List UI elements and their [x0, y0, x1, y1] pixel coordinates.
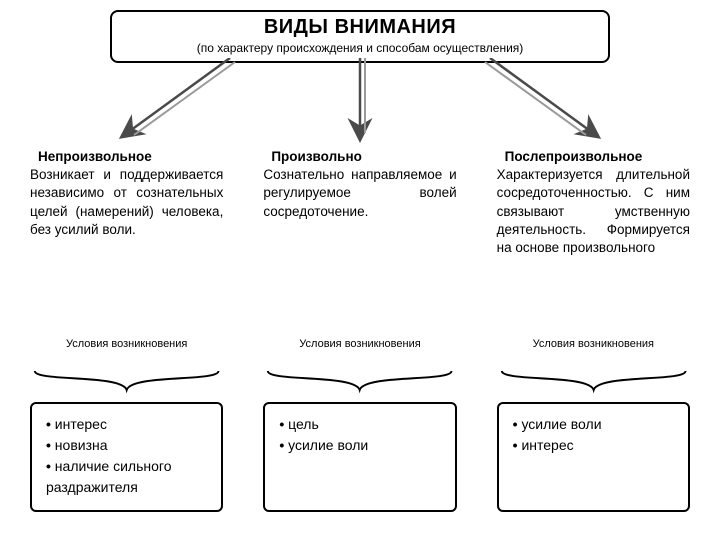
- col2-title: Произвольно: [263, 148, 456, 166]
- col1-body: Возникает и поддерживается независимо от…: [30, 166, 223, 239]
- bullet-item: усилие воли: [513, 414, 678, 435]
- bullets-1: интерес новизна наличие сильного раздраж…: [30, 402, 223, 512]
- cond-label-3: Условия возникновения: [497, 338, 690, 351]
- brace-row: [30, 368, 690, 396]
- bullet-item: новизна: [46, 435, 211, 456]
- col2-body: Сознательно направляемое и регулируемое …: [263, 166, 456, 221]
- header-box: ВИДЫ ВНИМАНИЯ (по характеру происхождени…: [110, 10, 610, 63]
- bullet-item: интерес: [513, 435, 678, 456]
- columns-row: Непроизвольное Возникает и поддерживаетс…: [30, 148, 690, 257]
- brace-1: [30, 368, 223, 396]
- col1-title: Непроизвольное: [30, 148, 223, 166]
- conditions-row: Условия возникновения Условия возникнове…: [30, 338, 690, 351]
- main-title: ВИДЫ ВНИМАНИЯ: [122, 16, 598, 39]
- bullet-item: усилие воли: [279, 435, 444, 456]
- column-2: Произвольно Сознательно направляемое и р…: [263, 148, 456, 257]
- col3-title: Послепроизвольное: [497, 148, 690, 166]
- column-1: Непроизвольное Возникает и поддерживаетс…: [30, 148, 223, 257]
- column-3: Послепроизвольное Характеризуется длител…: [497, 148, 690, 257]
- arrows-svg: [0, 58, 720, 148]
- bullet-item: наличие сильного раздражителя: [46, 456, 211, 498]
- col3-body: Характеризуется длительной сосредоточенн…: [497, 166, 690, 257]
- bullet-item: цель: [279, 414, 444, 435]
- bullets-2: цель усилие воли: [263, 402, 456, 512]
- bullets-3: усилие воли интерес: [497, 402, 690, 512]
- brace-3: [497, 368, 690, 396]
- cond-label-2: Условия возникновения: [263, 338, 456, 351]
- bullets-row: интерес новизна наличие сильного раздраж…: [30, 402, 690, 512]
- sub-title: (по характеру происхождения и способам о…: [122, 41, 598, 55]
- brace-2: [263, 368, 456, 396]
- bullet-item: интерес: [46, 414, 211, 435]
- cond-label-1: Условия возникновения: [30, 338, 223, 351]
